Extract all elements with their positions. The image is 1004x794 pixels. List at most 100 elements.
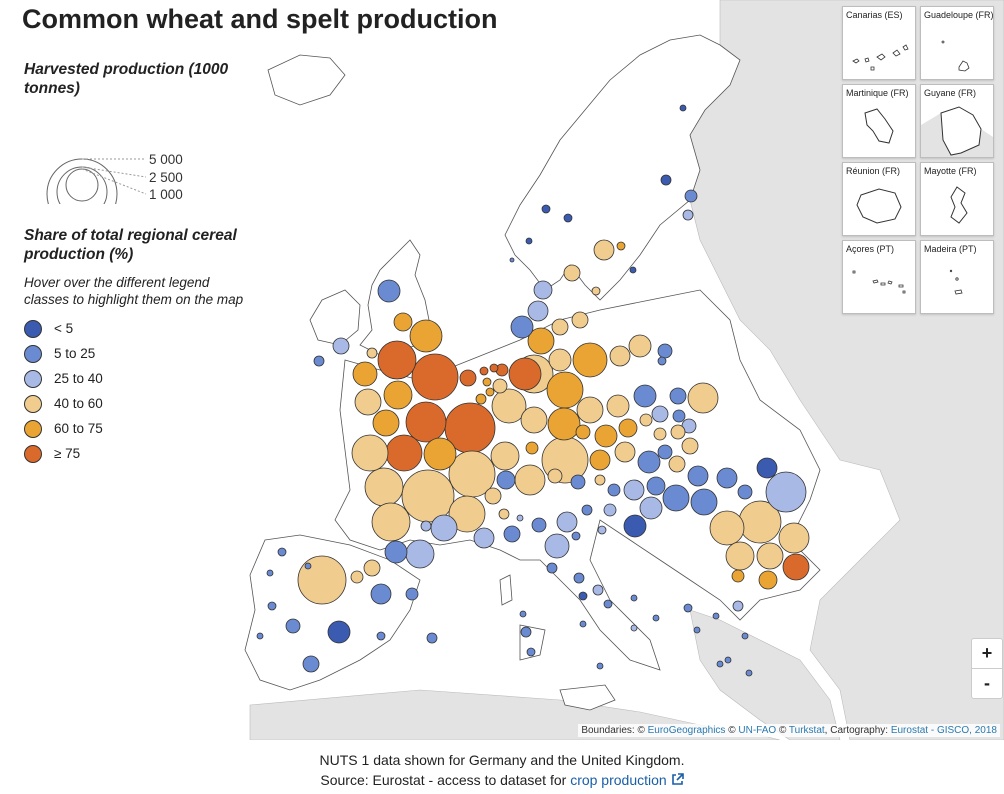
region-bubble[interactable] — [547, 468, 563, 484]
region-bubble[interactable] — [531, 517, 547, 533]
region-bubble[interactable] — [503, 525, 521, 543]
region-bubble[interactable] — [724, 656, 732, 664]
region-bubble[interactable] — [525, 237, 533, 245]
region-bubble[interactable] — [354, 388, 382, 416]
region-bubble[interactable] — [578, 591, 588, 601]
region-bubble[interactable] — [546, 562, 558, 574]
region-bubble[interactable] — [409, 319, 443, 353]
region-bubble[interactable] — [484, 487, 502, 505]
region-bubble[interactable] — [758, 570, 778, 590]
region-bubble[interactable] — [637, 450, 661, 474]
region-bubble[interactable] — [401, 469, 455, 523]
map-area[interactable]: Common wheat and spelt production Harves… — [0, 0, 1004, 740]
unfao-link[interactable]: UN-FAO — [738, 725, 777, 736]
region-bubble[interactable] — [660, 174, 672, 186]
zoom-out-button[interactable]: - — [972, 668, 1002, 698]
region-bubble[interactable] — [679, 104, 687, 112]
zoom-in-button[interactable]: + — [981, 643, 993, 663]
legend-class-lt5[interactable]: < 5 — [24, 316, 244, 341]
region-bubble[interactable] — [628, 334, 652, 358]
region-bubble[interactable] — [393, 312, 413, 332]
region-bubble[interactable] — [266, 569, 274, 577]
region-bubble[interactable] — [597, 525, 607, 535]
region-bubble[interactable] — [573, 572, 585, 584]
region-bubble[interactable] — [563, 213, 573, 223]
region-bubble[interactable] — [670, 424, 686, 440]
region-bubble[interactable] — [489, 363, 499, 373]
region-bubble[interactable] — [576, 396, 604, 424]
region-bubble[interactable] — [525, 441, 539, 455]
production-bubbles[interactable] — [256, 104, 810, 677]
region-bubble[interactable] — [385, 434, 423, 472]
region-bubble[interactable] — [459, 369, 477, 387]
region-bubble[interactable] — [630, 624, 638, 632]
region-bubble[interactable] — [682, 209, 694, 221]
region-bubble[interactable] — [405, 587, 419, 601]
region-bubble[interactable] — [509, 257, 515, 263]
inset-guadeloupe[interactable]: Guadeloupe (FR) — [920, 6, 994, 80]
region-bubble[interactable] — [607, 483, 621, 497]
region-bubble[interactable] — [514, 464, 546, 496]
region-bubble[interactable] — [370, 583, 392, 605]
region-bubble[interactable] — [384, 540, 408, 564]
region-bubble[interactable] — [603, 599, 613, 609]
region-bubble[interactable] — [630, 594, 638, 602]
region-bubble[interactable] — [782, 553, 810, 581]
region-bubble[interactable] — [377, 340, 417, 380]
region-bubble[interactable] — [366, 347, 378, 359]
region-bubble[interactable] — [491, 388, 527, 424]
region-bubble[interactable] — [520, 406, 548, 434]
region-bubble[interactable] — [687, 382, 719, 414]
region-bubble[interactable] — [609, 345, 631, 367]
region-bubble[interactable] — [681, 437, 699, 455]
region-bubble[interactable] — [614, 441, 636, 463]
region-bubble[interactable] — [473, 527, 495, 549]
region-bubble[interactable] — [492, 378, 508, 394]
legend-class-40-60[interactable]: 40 to 60 — [24, 391, 244, 416]
region-bubble[interactable] — [606, 394, 630, 418]
region-bubble[interactable] — [712, 612, 720, 620]
region-bubble[interactable] — [313, 355, 325, 367]
region-bubble[interactable] — [731, 569, 745, 583]
inset-guyane[interactable]: Guyane (FR) — [920, 84, 994, 158]
region-bubble[interactable] — [579, 620, 587, 628]
region-bubble[interactable] — [332, 337, 350, 355]
region-bubble[interactable] — [668, 455, 686, 473]
region-bubble[interactable] — [716, 660, 724, 668]
region-bubble[interactable] — [297, 555, 347, 605]
region-bubble[interactable] — [646, 476, 666, 496]
legend-class-60-75[interactable]: 60 to 75 — [24, 416, 244, 441]
region-bubble[interactable] — [363, 559, 381, 577]
region-bubble[interactable] — [544, 533, 570, 559]
region-bubble[interactable] — [527, 300, 549, 322]
region-bubble[interactable] — [482, 377, 492, 387]
region-bubble[interactable] — [277, 547, 287, 557]
region-bubble[interactable] — [520, 626, 532, 638]
region-bubble[interactable] — [741, 632, 749, 640]
region-bubble[interactable] — [639, 496, 663, 520]
region-bubble[interactable] — [623, 479, 645, 501]
region-bubble[interactable] — [616, 241, 626, 251]
region-bubble[interactable] — [687, 465, 709, 487]
region-bubble[interactable] — [350, 570, 364, 584]
region-bubble[interactable] — [657, 444, 673, 460]
region-bubble[interactable] — [756, 457, 778, 479]
region-bubble[interactable] — [423, 437, 457, 471]
region-bubble[interactable] — [745, 669, 753, 677]
region-bubble[interactable] — [420, 520, 432, 532]
inset-acores[interactable]: Açores (PT) — [842, 240, 916, 314]
region-bubble[interactable] — [592, 584, 604, 596]
region-bubble[interactable] — [533, 280, 553, 300]
region-bubble[interactable] — [405, 539, 435, 569]
region-bubble[interactable] — [411, 353, 459, 401]
region-bubble[interactable] — [285, 618, 301, 634]
region-bubble[interactable] — [669, 387, 687, 405]
region-bubble[interactable] — [571, 311, 589, 329]
region-bubble[interactable] — [618, 418, 638, 438]
region-bubble[interactable] — [519, 610, 527, 618]
region-bubble[interactable] — [657, 356, 667, 366]
region-bubble[interactable] — [653, 427, 667, 441]
region-bubble[interactable] — [690, 488, 718, 516]
region-bubble[interactable] — [351, 434, 389, 472]
region-bubble[interactable] — [633, 384, 657, 408]
